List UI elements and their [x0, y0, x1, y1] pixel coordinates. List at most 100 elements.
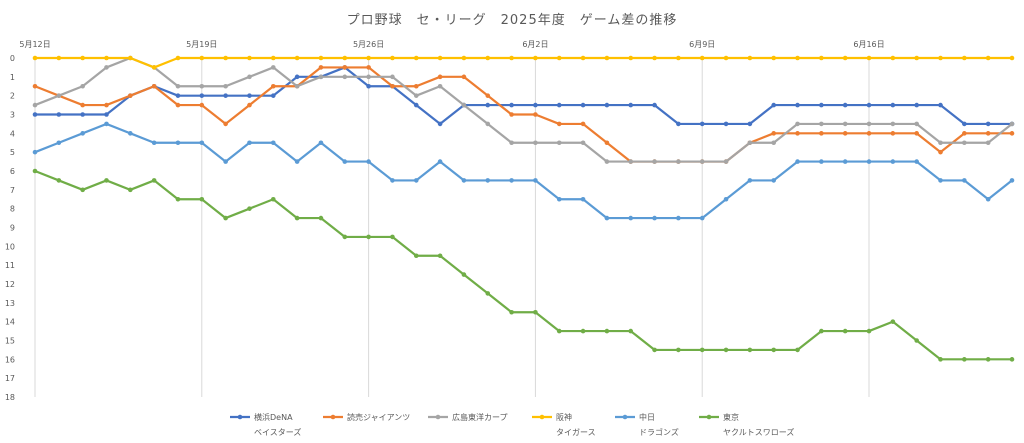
legend-label-line2: ヤクルトスワローズ [723, 427, 794, 437]
legend-swatch-marker [237, 414, 243, 420]
y-tick-label: 5 [10, 148, 15, 157]
data-point [413, 83, 419, 89]
data-point [509, 309, 514, 315]
data-point [318, 55, 324, 61]
data-point [938, 357, 943, 362]
data-point [461, 55, 467, 61]
data-point [866, 328, 872, 334]
legend-item-1: 読売ジャイアンツ [323, 412, 410, 422]
data-point [890, 319, 896, 324]
y-tick-label: 14 [5, 318, 15, 327]
data-point [747, 55, 753, 61]
data-point [652, 102, 657, 108]
data-point [247, 102, 252, 108]
series-line-0 [33, 66, 1014, 126]
data-point [962, 121, 967, 127]
data-point [32, 149, 38, 155]
data-point [175, 55, 181, 61]
x-tick-label: 6月2日 [522, 40, 548, 49]
data-point [938, 149, 943, 155]
data-point [247, 55, 252, 61]
data-point [80, 187, 85, 193]
data-point [151, 65, 157, 70]
legend-label: 東京 [723, 412, 739, 422]
data-point [533, 102, 538, 108]
data-point [676, 55, 681, 61]
data-point [223, 121, 228, 127]
data-point [1009, 178, 1015, 183]
data-point [842, 131, 848, 136]
data-point [151, 140, 157, 146]
data-point [366, 159, 371, 164]
data-point [270, 55, 276, 61]
data-point [366, 74, 371, 80]
data-point [485, 55, 491, 61]
data-point [390, 74, 395, 80]
data-point [556, 55, 562, 61]
y-tick-label: 17 [5, 374, 15, 383]
data-point [199, 102, 205, 108]
data-point [1009, 357, 1015, 362]
data-point [437, 74, 443, 80]
data-point [199, 83, 205, 89]
data-point [914, 102, 919, 108]
chart-title: プロ野球 セ・リーグ 2025年度 ゲーム差の推移 [347, 12, 678, 28]
series-line-1 [33, 66, 1014, 163]
data-point [842, 328, 848, 334]
data-point [962, 131, 967, 136]
series-line-4 [33, 122, 1014, 220]
data-point [104, 178, 109, 183]
data-point [604, 140, 610, 146]
data-point [819, 55, 824, 61]
data-point [509, 55, 514, 61]
y-tick-label: 18 [5, 393, 15, 402]
y-tick-label: 4 [10, 129, 15, 138]
data-point [247, 206, 252, 211]
data-point [962, 55, 967, 61]
data-point [628, 55, 634, 61]
data-point [413, 55, 419, 61]
data-point [985, 121, 991, 127]
series-layer [32, 55, 1015, 362]
data-point [247, 140, 252, 146]
data-point [985, 196, 991, 202]
data-point [819, 131, 824, 136]
y-tick-label: 16 [5, 355, 15, 364]
data-point [318, 215, 324, 221]
data-point [390, 55, 395, 61]
data-point [80, 83, 85, 89]
data-point [199, 196, 205, 202]
data-point [437, 159, 443, 164]
series-4 [32, 121, 1015, 221]
data-point [342, 234, 348, 240]
y-tick-label: 0 [10, 54, 15, 63]
data-point [199, 140, 205, 146]
data-point [533, 178, 538, 183]
data-point [556, 196, 562, 202]
data-point [795, 102, 800, 108]
data-point [580, 196, 586, 202]
legend-label: 広島東洋カープ [452, 412, 508, 422]
data-point [914, 55, 919, 61]
data-point [1009, 131, 1015, 136]
legend-swatch-marker [330, 414, 336, 420]
data-point [866, 102, 872, 108]
y-tick-label: 2 [10, 92, 15, 101]
data-point [32, 102, 38, 108]
data-point [56, 112, 62, 117]
data-point [366, 234, 371, 240]
data-point [962, 140, 967, 146]
data-point [128, 55, 133, 61]
data-point [533, 309, 538, 315]
data-point [580, 121, 586, 127]
data-point [128, 187, 133, 193]
data-point [80, 55, 85, 61]
data-point [604, 328, 610, 334]
data-point [437, 83, 443, 89]
y-tick-label: 10 [5, 242, 15, 251]
data-point [652, 55, 657, 61]
data-point [938, 55, 943, 61]
